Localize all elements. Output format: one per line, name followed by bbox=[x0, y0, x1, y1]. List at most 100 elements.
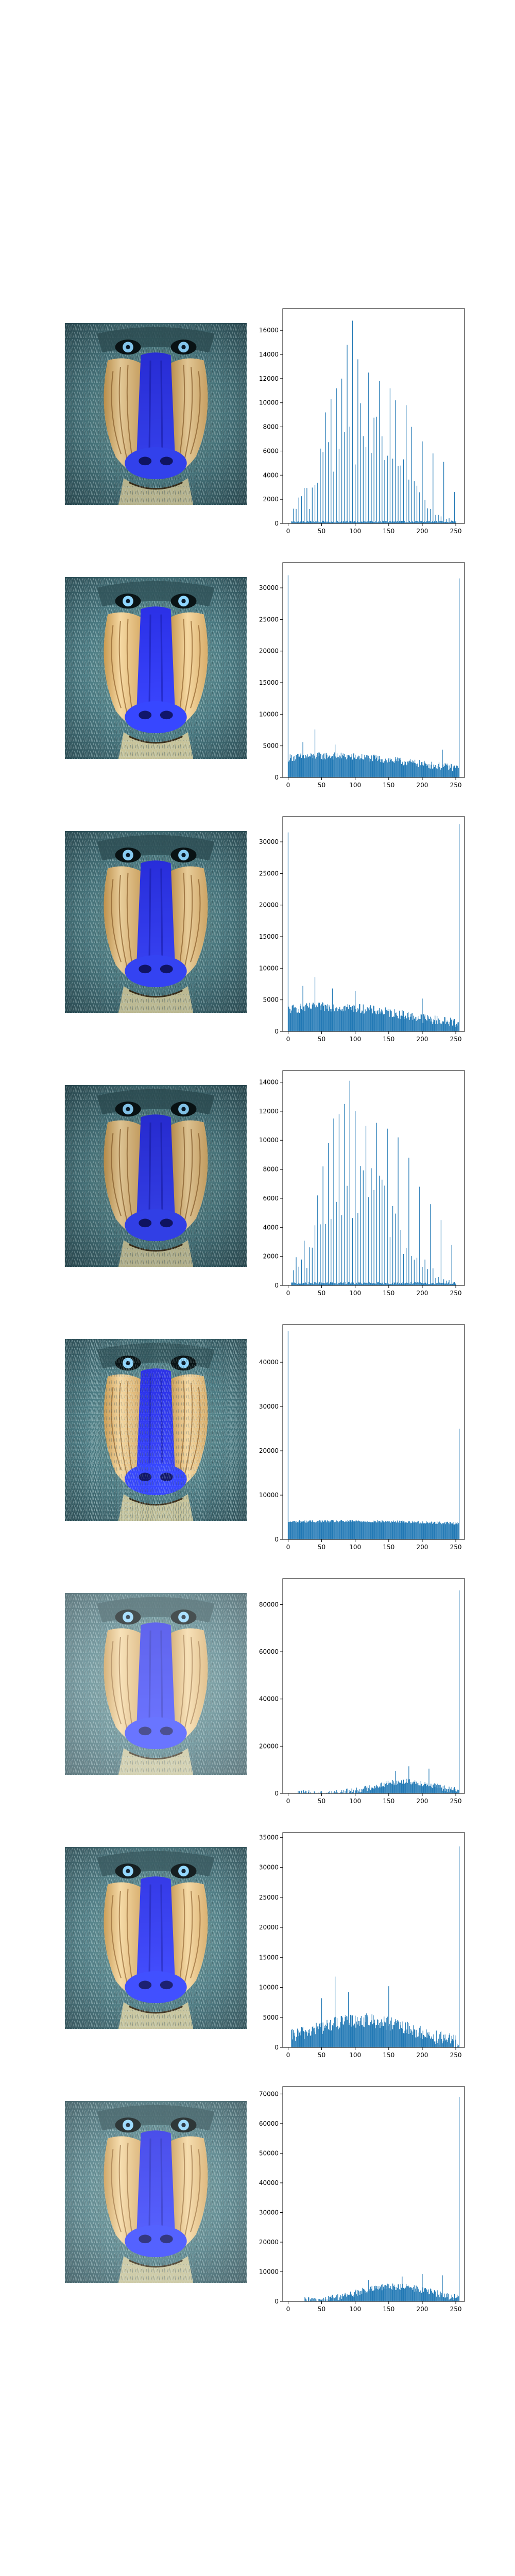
histogram-bar bbox=[295, 1521, 296, 1539]
histogram-bar bbox=[434, 521, 435, 523]
histogram-bar bbox=[411, 1784, 412, 1793]
histogram-bar bbox=[356, 1520, 357, 1539]
x-tick-label: 100 bbox=[349, 1290, 361, 1297]
y-tick-label: 20000 bbox=[259, 1447, 279, 1454]
histogram-bar bbox=[454, 1019, 455, 1031]
histogram-bar bbox=[432, 521, 433, 523]
histogram-bar bbox=[392, 1016, 393, 1031]
y-tick-label: 35000 bbox=[259, 1834, 279, 1841]
histogram-bar bbox=[308, 756, 310, 777]
histogram-bar bbox=[397, 757, 398, 777]
histogram-bar bbox=[304, 2031, 305, 2047]
histogram-bar bbox=[383, 2026, 384, 2047]
histogram-bar bbox=[358, 1282, 359, 1285]
y-tick-label: 5000 bbox=[263, 742, 279, 750]
histogram-bar bbox=[386, 2018, 387, 2047]
histogram-bar bbox=[384, 460, 385, 523]
histogram-bar bbox=[341, 378, 342, 523]
histogram-bar bbox=[456, 2297, 457, 2301]
histogram-bar bbox=[353, 2025, 354, 2047]
histogram-bar bbox=[302, 2027, 303, 2047]
y-tick-label: 0 bbox=[274, 520, 279, 527]
histogram-bar bbox=[323, 2030, 324, 2047]
histogram-bar bbox=[440, 2291, 441, 2301]
histogram-bar bbox=[458, 1789, 459, 1793]
histogram-bar bbox=[394, 1522, 396, 1539]
histogram-bar bbox=[364, 1521, 365, 1539]
histogram-bar bbox=[457, 1524, 458, 1539]
histogram-bar bbox=[377, 2286, 379, 2301]
histogram-bar bbox=[405, 1015, 406, 1031]
histogram-bar bbox=[395, 757, 396, 777]
histogram-bar bbox=[386, 1283, 387, 1285]
histogram-bar bbox=[370, 759, 371, 777]
histogram-bar bbox=[404, 2030, 405, 2047]
histogram-bar bbox=[438, 764, 439, 777]
histogram-bar bbox=[344, 1104, 345, 1285]
histogram-bar bbox=[303, 1282, 304, 1285]
histogram-bar bbox=[325, 759, 326, 777]
histogram-bar bbox=[339, 1007, 340, 1031]
histogram-bar bbox=[395, 1213, 396, 1285]
histogram-bar bbox=[389, 1521, 390, 1539]
histogram-bar bbox=[291, 522, 293, 523]
histogram-bar bbox=[333, 1118, 334, 1285]
histogram-bar bbox=[423, 2035, 424, 2047]
histogram-bar bbox=[434, 1521, 435, 1539]
histogram-bar bbox=[339, 2297, 340, 2301]
histogram-bar bbox=[411, 2287, 412, 2301]
histogram-bar bbox=[411, 1256, 412, 1285]
histogram-bar bbox=[384, 2285, 385, 2301]
histogram-bar bbox=[334, 2298, 335, 2301]
histogram-bar bbox=[406, 2029, 407, 2047]
y-tick-label: 60000 bbox=[259, 2120, 279, 2127]
histogram-bar bbox=[294, 760, 295, 777]
histogram-bar bbox=[439, 1282, 440, 1285]
y-tick-label: 30000 bbox=[259, 1864, 279, 1871]
histogram-bar bbox=[366, 1011, 367, 1031]
histogram-3: 0 50 100 150 200 250 0 5000 10000 15000 20000 25000… bbox=[259, 816, 465, 1043]
histogram-bar bbox=[435, 1523, 436, 1539]
histogram-bar bbox=[434, 1284, 435, 1285]
histogram-bar bbox=[299, 756, 300, 777]
histogram-bar bbox=[330, 1521, 331, 1539]
histogram-bar bbox=[396, 2287, 397, 2301]
histogram-bar bbox=[445, 521, 447, 523]
histogram-bar bbox=[372, 1283, 373, 1285]
histogram-bar bbox=[425, 522, 426, 523]
x-tick-label: 100 bbox=[349, 1798, 361, 1805]
x-tick-label: 50 bbox=[318, 1290, 325, 1297]
histogram-bar bbox=[377, 1010, 379, 1031]
histogram-bar bbox=[418, 767, 419, 777]
histogram-bar bbox=[413, 2286, 414, 2301]
y-tick-label: 40000 bbox=[259, 2179, 279, 2187]
histogram-bar bbox=[381, 522, 382, 523]
histogram-bar bbox=[456, 1024, 457, 1031]
histogram-bar bbox=[346, 1521, 347, 1539]
histogram-bar bbox=[416, 521, 417, 523]
x-tick-label: 50 bbox=[318, 2052, 325, 2059]
histogram-bar bbox=[399, 2289, 400, 2301]
histogram-bar bbox=[357, 1008, 358, 1031]
histogram-bar bbox=[423, 1014, 424, 1031]
y-tick-label: 30000 bbox=[259, 838, 279, 845]
histogram-bar bbox=[313, 2298, 314, 2301]
histogram-bar bbox=[331, 521, 332, 523]
histogram-bar bbox=[394, 1009, 396, 1031]
histogram-bar bbox=[445, 1283, 447, 1285]
histogram-bar bbox=[404, 520, 405, 523]
histogram-bar bbox=[297, 1012, 298, 1031]
histogram-bar bbox=[390, 759, 391, 777]
histogram-bar bbox=[312, 1520, 313, 1539]
histogram-bar bbox=[445, 1524, 447, 1539]
histogram-bar bbox=[418, 1785, 419, 1793]
histogram-bar bbox=[413, 1283, 414, 1285]
histogram-bar bbox=[377, 1282, 379, 1285]
histogram-bar bbox=[450, 1788, 451, 1793]
histogram-bar bbox=[362, 759, 363, 777]
histogram-bar bbox=[385, 521, 386, 523]
histogram-bar bbox=[360, 1166, 361, 1285]
x-tick-label: 100 bbox=[349, 782, 361, 789]
histogram-bar bbox=[379, 2289, 380, 2301]
histogram-bar bbox=[344, 2294, 345, 2301]
